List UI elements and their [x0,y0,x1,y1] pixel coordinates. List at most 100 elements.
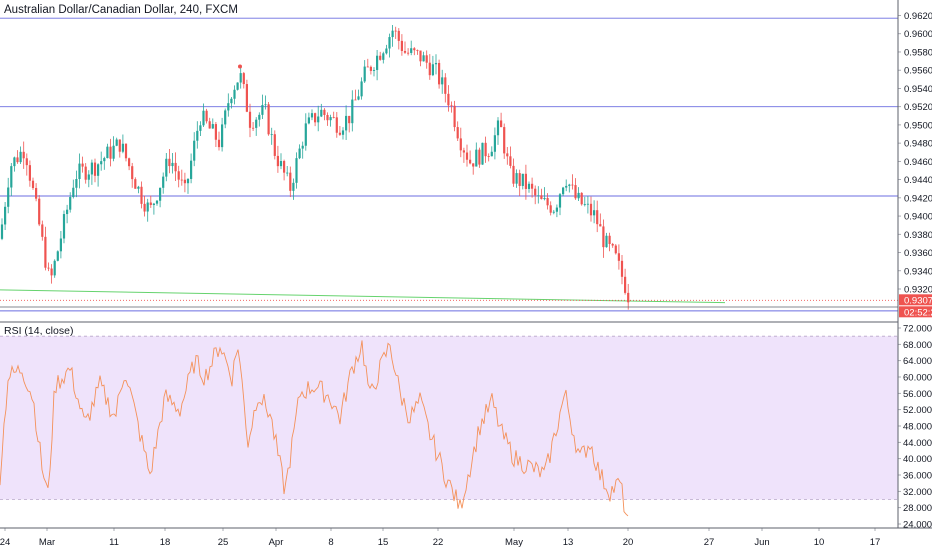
candle-body [366,66,369,68]
candle-body [314,113,317,123]
rsi-tick-label: 48.0000 [903,422,932,433]
candle-body [295,158,298,183]
candle-body [496,120,500,136]
candle-body [475,149,478,167]
candle-body [174,162,177,172]
candle-body [571,184,574,186]
candle-body [87,174,90,180]
candle-body [608,235,611,244]
candle-body [543,197,546,200]
candle-body [506,153,509,157]
time-axis[interactable]: 24 Mar 11 18 25 Apr 8 15 22 May 13 20 27 Jun 10 17 [0,528,880,548]
rsi-tick-label: 36.0000 [903,471,932,482]
candle-body [509,156,512,166]
candle-body [611,243,614,246]
candle-body [341,130,345,135]
candle-body [369,66,372,71]
candle-body [205,110,208,122]
candle-body [580,192,583,205]
time-tick-label: 18 [160,537,171,548]
signal-dot [238,64,242,69]
time-tick-label: 11 [109,537,119,548]
rsi-title: RSI (14, close) [4,325,74,337]
candle-body [31,180,35,189]
time-tick-label: Jun [754,537,769,548]
candle-body [438,62,441,85]
time-tick-label: Mar [39,537,55,548]
time-tick-label: 24 [0,537,10,548]
candle-body [450,105,453,107]
candle-body [252,127,255,129]
candle-body [599,224,602,227]
candle-body [317,116,320,123]
candle-body [115,139,118,146]
candle-body [221,124,224,148]
candle-body [332,117,335,118]
candle-body [453,105,456,128]
countdown-label: 02:52:28 [904,307,932,318]
candle-body [230,98,233,104]
candle-body [360,81,363,97]
candle-body [385,48,388,54]
candle-body [493,135,496,152]
candle-body [326,114,329,121]
candle-body [155,200,159,204]
candle-body [112,145,115,159]
candle-body [90,162,93,175]
candle-body [605,235,608,248]
candle-body [441,77,444,85]
rsi-tick-label: 24.0000 [903,520,932,531]
candle-body [400,40,403,51]
candle-body [106,146,109,159]
candle-body [531,183,534,189]
candle-body [217,139,221,148]
candle-body [527,183,531,189]
candle-body [391,30,394,38]
candle-body [469,159,472,164]
candle-body [19,151,22,163]
candle-body [565,185,568,188]
candle-body [146,202,149,212]
candle-body [614,245,617,254]
candle-body [28,165,31,181]
candle-body [413,48,416,51]
time-tick-label: 20 [623,537,634,548]
candle-body [434,62,438,65]
candle-body [574,185,577,199]
candle-body [16,157,19,163]
candle-body [62,214,66,239]
time-tick-label: 13 [563,537,574,548]
rsi-axis[interactable]: 72.0000 68.0000 64.0000 60.0000 56.0000 52.00… [898,324,932,531]
candle-body [59,238,62,252]
candle-body [372,69,376,71]
candle-body [124,143,128,159]
candle-body [376,55,379,70]
candle-body [596,210,599,225]
candle-body [620,260,624,277]
candle-body [7,187,10,207]
price-pane [0,17,898,312]
candle-body [134,179,137,189]
candle-body [118,139,121,152]
candle-body [589,203,593,216]
rsi-tick-label: 44.0000 [903,438,932,449]
candle-body [50,268,53,276]
candle-body [267,104,270,135]
candle-body [512,165,515,184]
candle-body [171,162,174,167]
candle-body [425,55,428,63]
candle-body [329,117,332,121]
rsi-line [0,340,629,517]
candle-body [521,173,524,186]
time-tick-label: 15 [378,537,389,548]
candle-body [162,176,165,188]
candle-body [211,124,214,129]
candle-body [270,134,273,136]
candle-body [10,166,13,188]
